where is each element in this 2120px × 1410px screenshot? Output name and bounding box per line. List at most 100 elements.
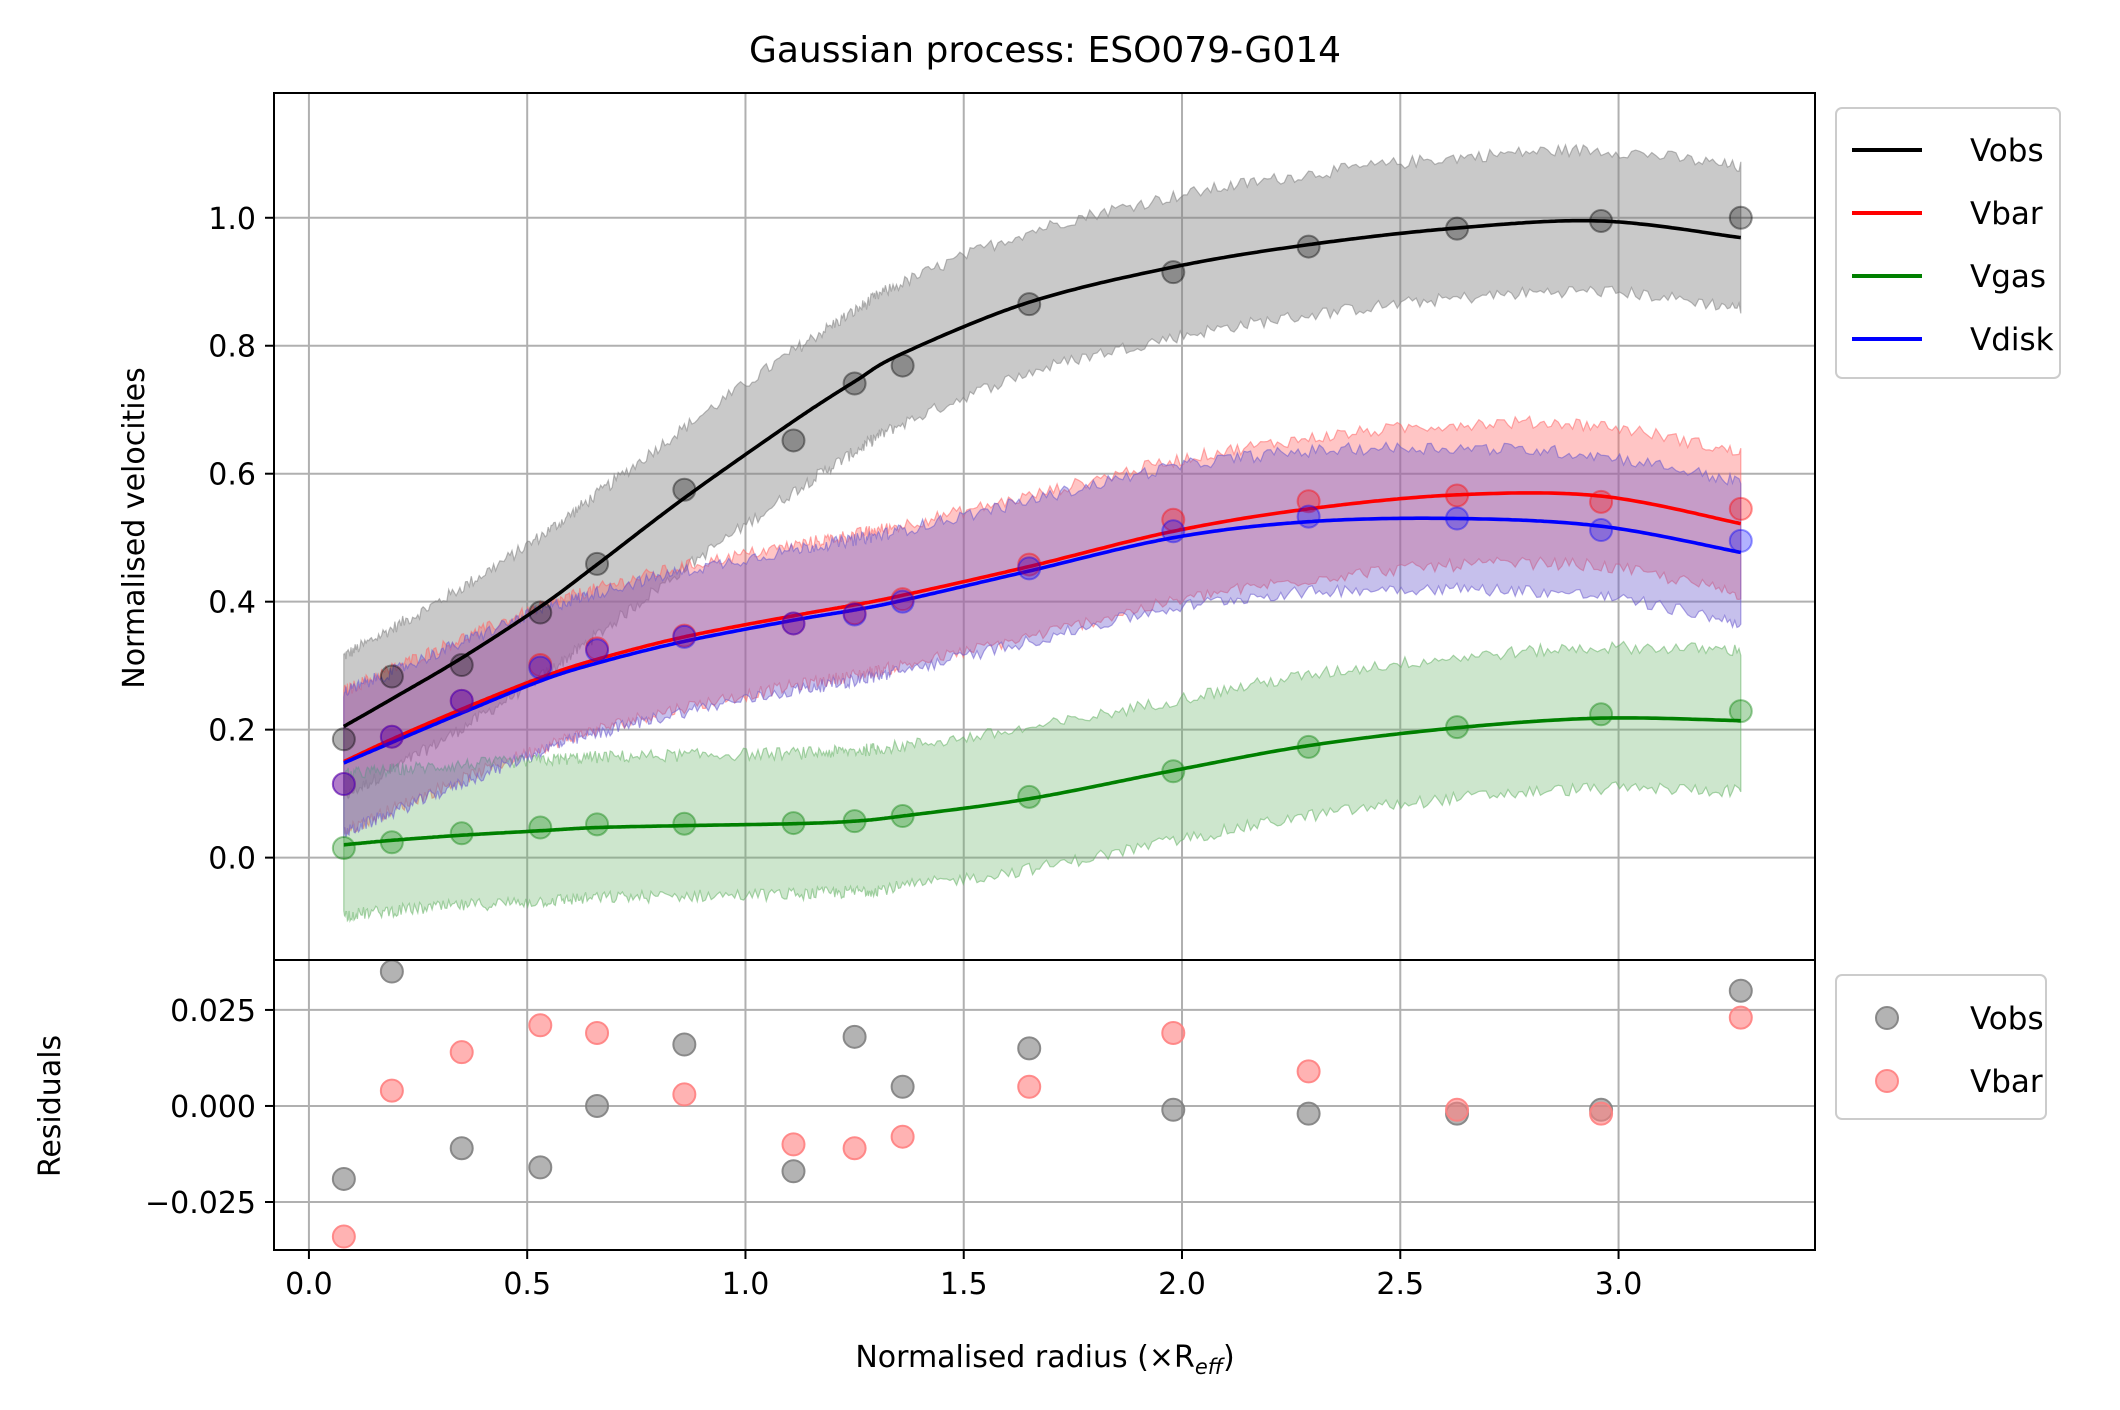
residual-vbar-4 bbox=[585, 1020, 610, 1045]
point-vbar-2 bbox=[449, 688, 474, 713]
residual-vobs-8 bbox=[890, 1074, 915, 1099]
point-vobs-6 bbox=[781, 428, 806, 453]
residuals-y-tick-label-1: 0.000 bbox=[170, 1090, 256, 1125]
x-axis-label-subscript: eff bbox=[1195, 1355, 1226, 1379]
point-vgas-10 bbox=[1161, 759, 1186, 784]
residual-vobs-7 bbox=[842, 1024, 867, 1049]
main-legend: Vobs Vbar Vgas Vdisk bbox=[1835, 107, 2061, 379]
residual-vbar-10 bbox=[1161, 1020, 1186, 1045]
point-vgas-14 bbox=[1728, 699, 1753, 724]
point-vbar-14 bbox=[1728, 496, 1753, 521]
residual-vbar-6 bbox=[781, 1132, 806, 1157]
point-vgas-3 bbox=[528, 815, 553, 840]
point-vdisk-14 bbox=[1728, 528, 1753, 553]
residual-vobs-5 bbox=[672, 1032, 697, 1057]
point-vbar-3 bbox=[528, 653, 553, 678]
chart-title: Gaussian process: ESO079-G014 bbox=[749, 30, 1341, 71]
point-vbar-8 bbox=[890, 587, 915, 612]
point-vdisk-6 bbox=[781, 611, 806, 636]
gp-fit-lines bbox=[342, 218, 1742, 847]
residual-vbar-9 bbox=[1017, 1074, 1042, 1099]
point-vgas-4 bbox=[585, 812, 610, 837]
x-ticks: 0.0 0.5 1.0 1.5 2.0 2.5 3.0 bbox=[285, 1250, 1642, 1302]
main-y-tick-label-4: 0.8 bbox=[208, 330, 256, 365]
x-tick-label-0: 0.0 bbox=[285, 1267, 333, 1302]
residual-vobs-11 bbox=[1296, 1101, 1321, 1126]
point-vobs-10 bbox=[1161, 260, 1186, 285]
point-vdisk-3 bbox=[528, 655, 553, 680]
point-vbar-12 bbox=[1445, 483, 1470, 508]
residual-vbar-1 bbox=[379, 1078, 404, 1103]
fit-line-vbar bbox=[343, 491, 1742, 764]
point-vbar-1 bbox=[379, 724, 404, 749]
main-legend-label-vobs: Vobs bbox=[1970, 133, 2044, 169]
point-vbar-5 bbox=[672, 623, 697, 648]
residual-vobs-9 bbox=[1017, 1036, 1042, 1061]
point-vobs-2 bbox=[449, 653, 474, 678]
point-vobs-4 bbox=[585, 551, 610, 576]
residuals-plot-panel: 0.025 0.000 −0.025 0.0 0.5 1.0 1.5 2.0 2.5 3.0 bbox=[145, 959, 1816, 1302]
main-plot-panel: 0.0 0.2 0.4 0.6 0.8 1.0 bbox=[208, 92, 1816, 961]
main-y-axis-label: Normalised velocities bbox=[117, 367, 152, 688]
point-vbar-7 bbox=[842, 601, 867, 626]
main-legend-label-vgas: Vgas bbox=[1970, 259, 2046, 295]
point-vgas-7 bbox=[842, 809, 867, 834]
point-vgas-5 bbox=[672, 811, 697, 836]
x-tick-label-3: 1.5 bbox=[940, 1267, 988, 1302]
residual-vobs-1 bbox=[379, 959, 404, 984]
point-vgas-6 bbox=[781, 811, 806, 836]
band-vobs bbox=[343, 143, 1742, 800]
point-vbar-4 bbox=[585, 636, 610, 661]
point-vdisk-9 bbox=[1017, 556, 1042, 581]
residual-points bbox=[331, 959, 1753, 1249]
point-vdisk-12 bbox=[1445, 506, 1470, 531]
x-axis-label-close: ) bbox=[1223, 1340, 1235, 1375]
residual-vobs-6 bbox=[781, 1159, 806, 1184]
point-vgas-8 bbox=[890, 804, 915, 829]
main-y-tick-label-0: 0.0 bbox=[208, 842, 256, 877]
residual-vbar-7 bbox=[842, 1136, 867, 1161]
point-vdisk-4 bbox=[585, 638, 610, 663]
residual-vbar-2 bbox=[449, 1040, 474, 1065]
point-vobs-14 bbox=[1728, 205, 1753, 230]
residual-vobs-3 bbox=[528, 1155, 553, 1180]
point-vbar-9 bbox=[1017, 552, 1042, 577]
band-vdisk bbox=[343, 441, 1742, 839]
x-tick-label-6: 3.0 bbox=[1595, 1267, 1643, 1302]
point-vgas-0 bbox=[331, 836, 356, 861]
point-vobs-0 bbox=[331, 727, 356, 752]
point-vgas-13 bbox=[1589, 702, 1614, 727]
point-vbar-11 bbox=[1296, 489, 1321, 514]
point-vgas-9 bbox=[1017, 784, 1042, 809]
main-y-tick-label-5: 1.0 bbox=[208, 202, 256, 237]
residual-vobs-10 bbox=[1161, 1097, 1186, 1122]
confidence-bands bbox=[343, 143, 1742, 924]
main-y-tick-label-2: 0.4 bbox=[208, 586, 256, 621]
residuals-y-ticks: 0.025 0.000 −0.025 bbox=[145, 994, 274, 1221]
point-vobs-3 bbox=[528, 600, 553, 625]
fit-line-vgas bbox=[343, 716, 1741, 847]
point-vdisk-0 bbox=[331, 772, 356, 797]
point-vgas-2 bbox=[449, 821, 474, 846]
residual-vobs-0 bbox=[331, 1166, 356, 1191]
main-y-ticks: 0.0 0.2 0.4 0.6 0.8 1.0 bbox=[208, 202, 274, 877]
residuals-legend-marker-vobs bbox=[1875, 1006, 1899, 1030]
x-tick-label-5: 2.5 bbox=[1376, 1267, 1424, 1302]
point-vdisk-1 bbox=[379, 724, 404, 749]
observed-points bbox=[331, 205, 1753, 861]
residuals-legend-marker-vbar bbox=[1875, 1069, 1899, 1093]
residual-vbar-14 bbox=[1728, 1005, 1753, 1030]
point-vgas-1 bbox=[379, 830, 404, 855]
residuals-legend: Vobs Vbar bbox=[1835, 974, 2047, 1120]
x-tick-label-4: 2.0 bbox=[1158, 1267, 1206, 1302]
residual-vbar-5 bbox=[672, 1082, 697, 1107]
point-vbar-0 bbox=[331, 772, 356, 797]
main-grid bbox=[274, 93, 1815, 960]
main-y-tick-label-3: 0.6 bbox=[208, 458, 256, 493]
residuals-y-axis-label: Residuals bbox=[33, 1035, 68, 1177]
residuals-grid bbox=[274, 960, 1815, 1250]
point-vobs-12 bbox=[1445, 216, 1470, 241]
point-vobs-13 bbox=[1589, 208, 1614, 233]
